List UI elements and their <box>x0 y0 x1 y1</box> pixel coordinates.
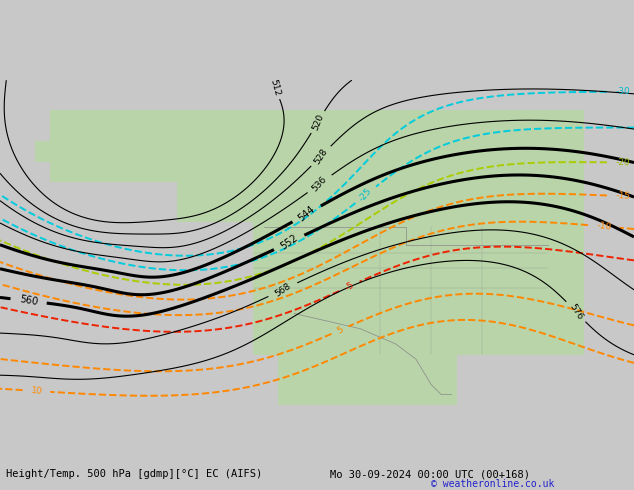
Text: 536: 536 <box>311 174 329 193</box>
Text: 5: 5 <box>335 325 345 336</box>
Text: 528: 528 <box>313 147 330 166</box>
Text: 520: 520 <box>311 112 325 132</box>
Text: 560: 560 <box>18 294 39 307</box>
Text: 10: 10 <box>30 386 42 396</box>
Text: 568: 568 <box>273 281 292 298</box>
Text: -15: -15 <box>615 191 631 201</box>
Text: 512: 512 <box>268 78 281 97</box>
Text: -25: -25 <box>358 186 374 203</box>
Text: -20: -20 <box>616 158 630 167</box>
Text: © weatheronline.co.uk: © weatheronline.co.uk <box>431 479 555 489</box>
Text: -10: -10 <box>596 221 612 232</box>
Text: 576: 576 <box>567 302 585 321</box>
Text: Mo 30-09-2024 00:00 UTC (00+168): Mo 30-09-2024 00:00 UTC (00+168) <box>330 469 529 479</box>
Text: 544: 544 <box>296 204 317 223</box>
Text: -5: -5 <box>343 280 356 293</box>
Text: 552: 552 <box>279 233 300 252</box>
Text: Height/Temp. 500 hPa [gdmp][°C] EC (AIFS): Height/Temp. 500 hPa [gdmp][°C] EC (AIFS… <box>6 469 262 479</box>
Text: -30: -30 <box>616 87 630 96</box>
